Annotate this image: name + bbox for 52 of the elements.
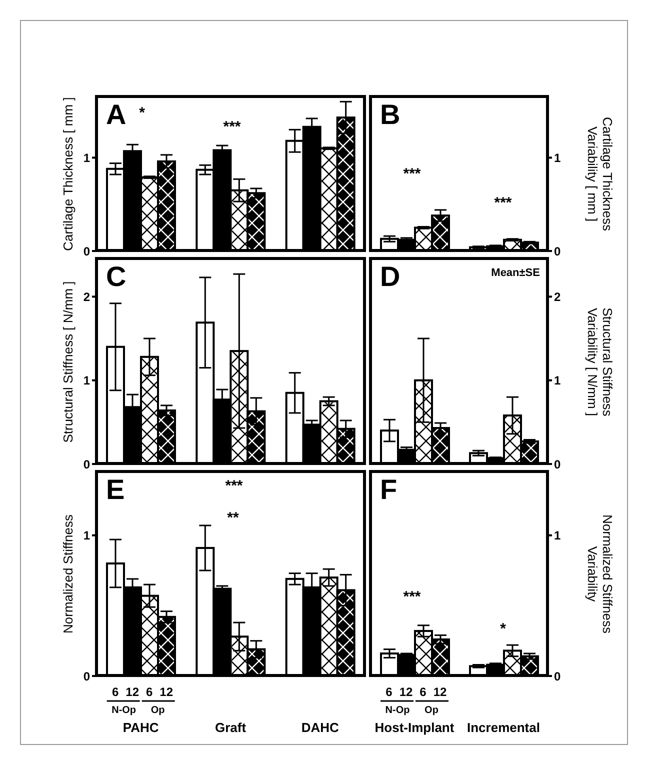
chart-title: C <box>106 261 126 292</box>
chart-title: E <box>106 474 125 505</box>
y-axis-title: Structural Stiffness [ N/mm ] <box>60 280 76 442</box>
chart-title: B <box>380 99 400 130</box>
text: 12 <box>160 685 174 699</box>
annotation: *** <box>403 588 421 606</box>
y-tick-label: 0 <box>83 669 90 684</box>
chart-title: F <box>380 474 398 505</box>
annotation: * <box>500 620 506 638</box>
annotation: ** <box>227 510 239 526</box>
x-tick-label: Graft <box>214 720 247 735</box>
y-tick-label: 1 <box>554 528 561 543</box>
chart-title: D <box>380 261 400 292</box>
text: 6 <box>420 685 427 699</box>
x-tick-label: Host-Implant <box>374 720 455 735</box>
text: N-Op <box>112 705 136 716</box>
y-axis-title: Normalized Stiffness Variability <box>585 514 615 636</box>
text: Op <box>424 705 438 716</box>
y-tick-label: 1 <box>554 374 561 388</box>
text: Op <box>150 705 165 716</box>
annotation: *** <box>223 118 241 136</box>
annotation: *** <box>225 478 243 494</box>
text: 12 <box>399 685 413 699</box>
text: 12 <box>126 685 140 699</box>
y-tick-label: 0 <box>83 457 90 472</box>
text: 6 <box>112 685 119 699</box>
y-tick-label: 1 <box>83 150 90 165</box>
y-tick-label: 0 <box>554 244 561 258</box>
y-tick-label: 2 <box>83 290 90 304</box>
text: 6 <box>146 685 153 699</box>
y-tick-label: 1 <box>83 374 90 388</box>
annotation: *** <box>403 166 421 182</box>
text: 6 <box>386 685 393 699</box>
y-tick-label: 1 <box>554 150 561 165</box>
y-axis-title: Cartilage Thickness Variability [ mm ] <box>585 116 615 233</box>
y-tick-label: 1 <box>83 528 90 543</box>
y-axis-title: Normalized Stiffness <box>60 514 76 636</box>
text: N-Op <box>385 705 410 716</box>
annotation: Mean±SE <box>490 267 540 279</box>
x-tick-label: DAHC <box>301 720 340 735</box>
y-tick-label: 0 <box>83 244 90 258</box>
y-tick-label: 0 <box>554 669 561 684</box>
x-tick-label: PAHC <box>122 720 160 735</box>
text: 12 <box>433 685 447 699</box>
annotation: * <box>139 104 145 122</box>
y-tick-label: 0 <box>554 457 561 472</box>
chart-title: A <box>106 99 126 130</box>
y-axis-title: Structural Stiffness Variability [ N/mm ] <box>585 306 615 418</box>
y-axis-title: Cartilage Thickness [ mm ] <box>60 96 76 253</box>
y-tick-label: 2 <box>554 290 561 304</box>
x-tick-label: Incremental <box>467 720 540 735</box>
annotation: *** <box>494 194 512 212</box>
